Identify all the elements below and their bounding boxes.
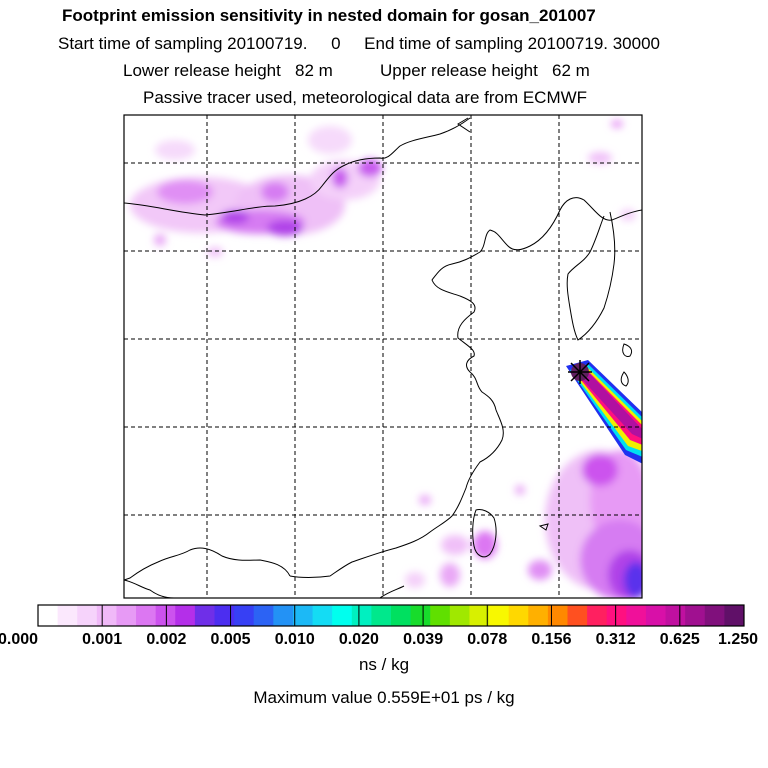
colorbar-tick-label: 1.250 <box>718 631 758 648</box>
colorbar-swatch <box>234 605 255 626</box>
colorbar-tick-label: 0.001 <box>82 631 122 648</box>
colorbar-swatch <box>292 605 314 626</box>
colorbar-swatch <box>351 605 372 626</box>
colorbar-tick-label: 0.156 <box>531 631 571 648</box>
tracer-info-line: Passive tracer used, meteorological data… <box>143 88 588 107</box>
colorbar-swatch <box>371 605 392 626</box>
colorbar-swatch <box>253 605 274 626</box>
colorbar-swatch <box>38 605 59 626</box>
colorbar-swatch <box>194 605 215 626</box>
map-frame <box>123 114 643 599</box>
colorbar-swatch <box>704 605 725 626</box>
colorbar-swatch <box>645 605 667 626</box>
colorbar-swatch <box>665 605 686 626</box>
colorbar-swatch <box>96 605 117 626</box>
southeast-sensitivity-cloud <box>405 450 642 598</box>
colorbar-tick-label: 0.010 <box>275 631 315 648</box>
colorbar-swatch <box>567 605 588 626</box>
colorbar-swatch <box>606 605 627 626</box>
colorbar-swatch <box>528 605 549 626</box>
colorbar-swatch <box>332 605 353 626</box>
lat-lon-grid <box>124 115 642 598</box>
colorbar-unit-label: ns / kg <box>358 655 410 674</box>
colorbar-swatch <box>116 605 137 626</box>
colorbar-swatch <box>410 605 431 626</box>
colorbar-tick-label: 0.625 <box>660 631 700 648</box>
map-title: Footprint emission sensitivity in nested… <box>62 6 596 25</box>
colorbar-tick-labels: 0.000 0.001 0.002 0.005 0.010 0.020 0.039 0.078… <box>0 631 758 648</box>
northwest-sensitivity-cloud <box>130 120 636 257</box>
colorbar-swatch <box>626 605 647 626</box>
colorbar <box>37 604 745 627</box>
colorbar-swatch <box>312 605 333 626</box>
receptor-star-marker <box>568 360 592 384</box>
colorbar-swatch <box>391 605 412 626</box>
colorbar-tick-label: 0.078 <box>467 631 507 648</box>
colorbar-swatch <box>685 605 706 626</box>
colorbar-swatch <box>136 605 157 626</box>
colorbar-swatch <box>430 605 451 626</box>
maximum-value-label: Maximum value 0.559E+01 ps / kg <box>253 688 515 707</box>
colorbar-swatch <box>508 605 529 626</box>
colorbar-swatch <box>77 605 98 626</box>
receptor-plume <box>566 360 642 464</box>
colorbar-swatch <box>547 605 568 626</box>
colorbar-swatch <box>175 605 196 626</box>
colorbar-border <box>37 604 745 627</box>
sampling-time-line: Start time of sampling 20100719. 0 End t… <box>58 34 660 53</box>
colorbar-swatch <box>469 605 490 626</box>
release-height-line: Lower release height 82 m Upper release … <box>123 61 590 80</box>
colorbar-tick-label: 0.312 <box>596 631 636 648</box>
colorbar-tick-label: 0.002 <box>146 631 186 648</box>
sensitivity-field <box>124 115 642 598</box>
emission-map: 0.000 0.001 0.002 0.005 0.010 0.020 0.039 0.078… <box>0 114 758 648</box>
colorbar-swatch <box>724 605 745 626</box>
colorbar-tick-label: 0.039 <box>403 631 443 648</box>
colorbar-swatch <box>587 605 608 626</box>
colorbar-tick-label: 0.000 <box>0 631 38 648</box>
colorbar-swatch <box>214 605 235 626</box>
colorbar-swatch <box>489 605 510 626</box>
colorbar-swatch <box>155 605 176 626</box>
colorbar-swatch <box>449 605 470 626</box>
colorbar-swatch <box>273 605 294 626</box>
colorbar-swatch <box>57 605 78 626</box>
colorbar-tick-label: 0.020 <box>339 631 379 648</box>
colorbar-tick-label: 0.005 <box>211 631 251 648</box>
